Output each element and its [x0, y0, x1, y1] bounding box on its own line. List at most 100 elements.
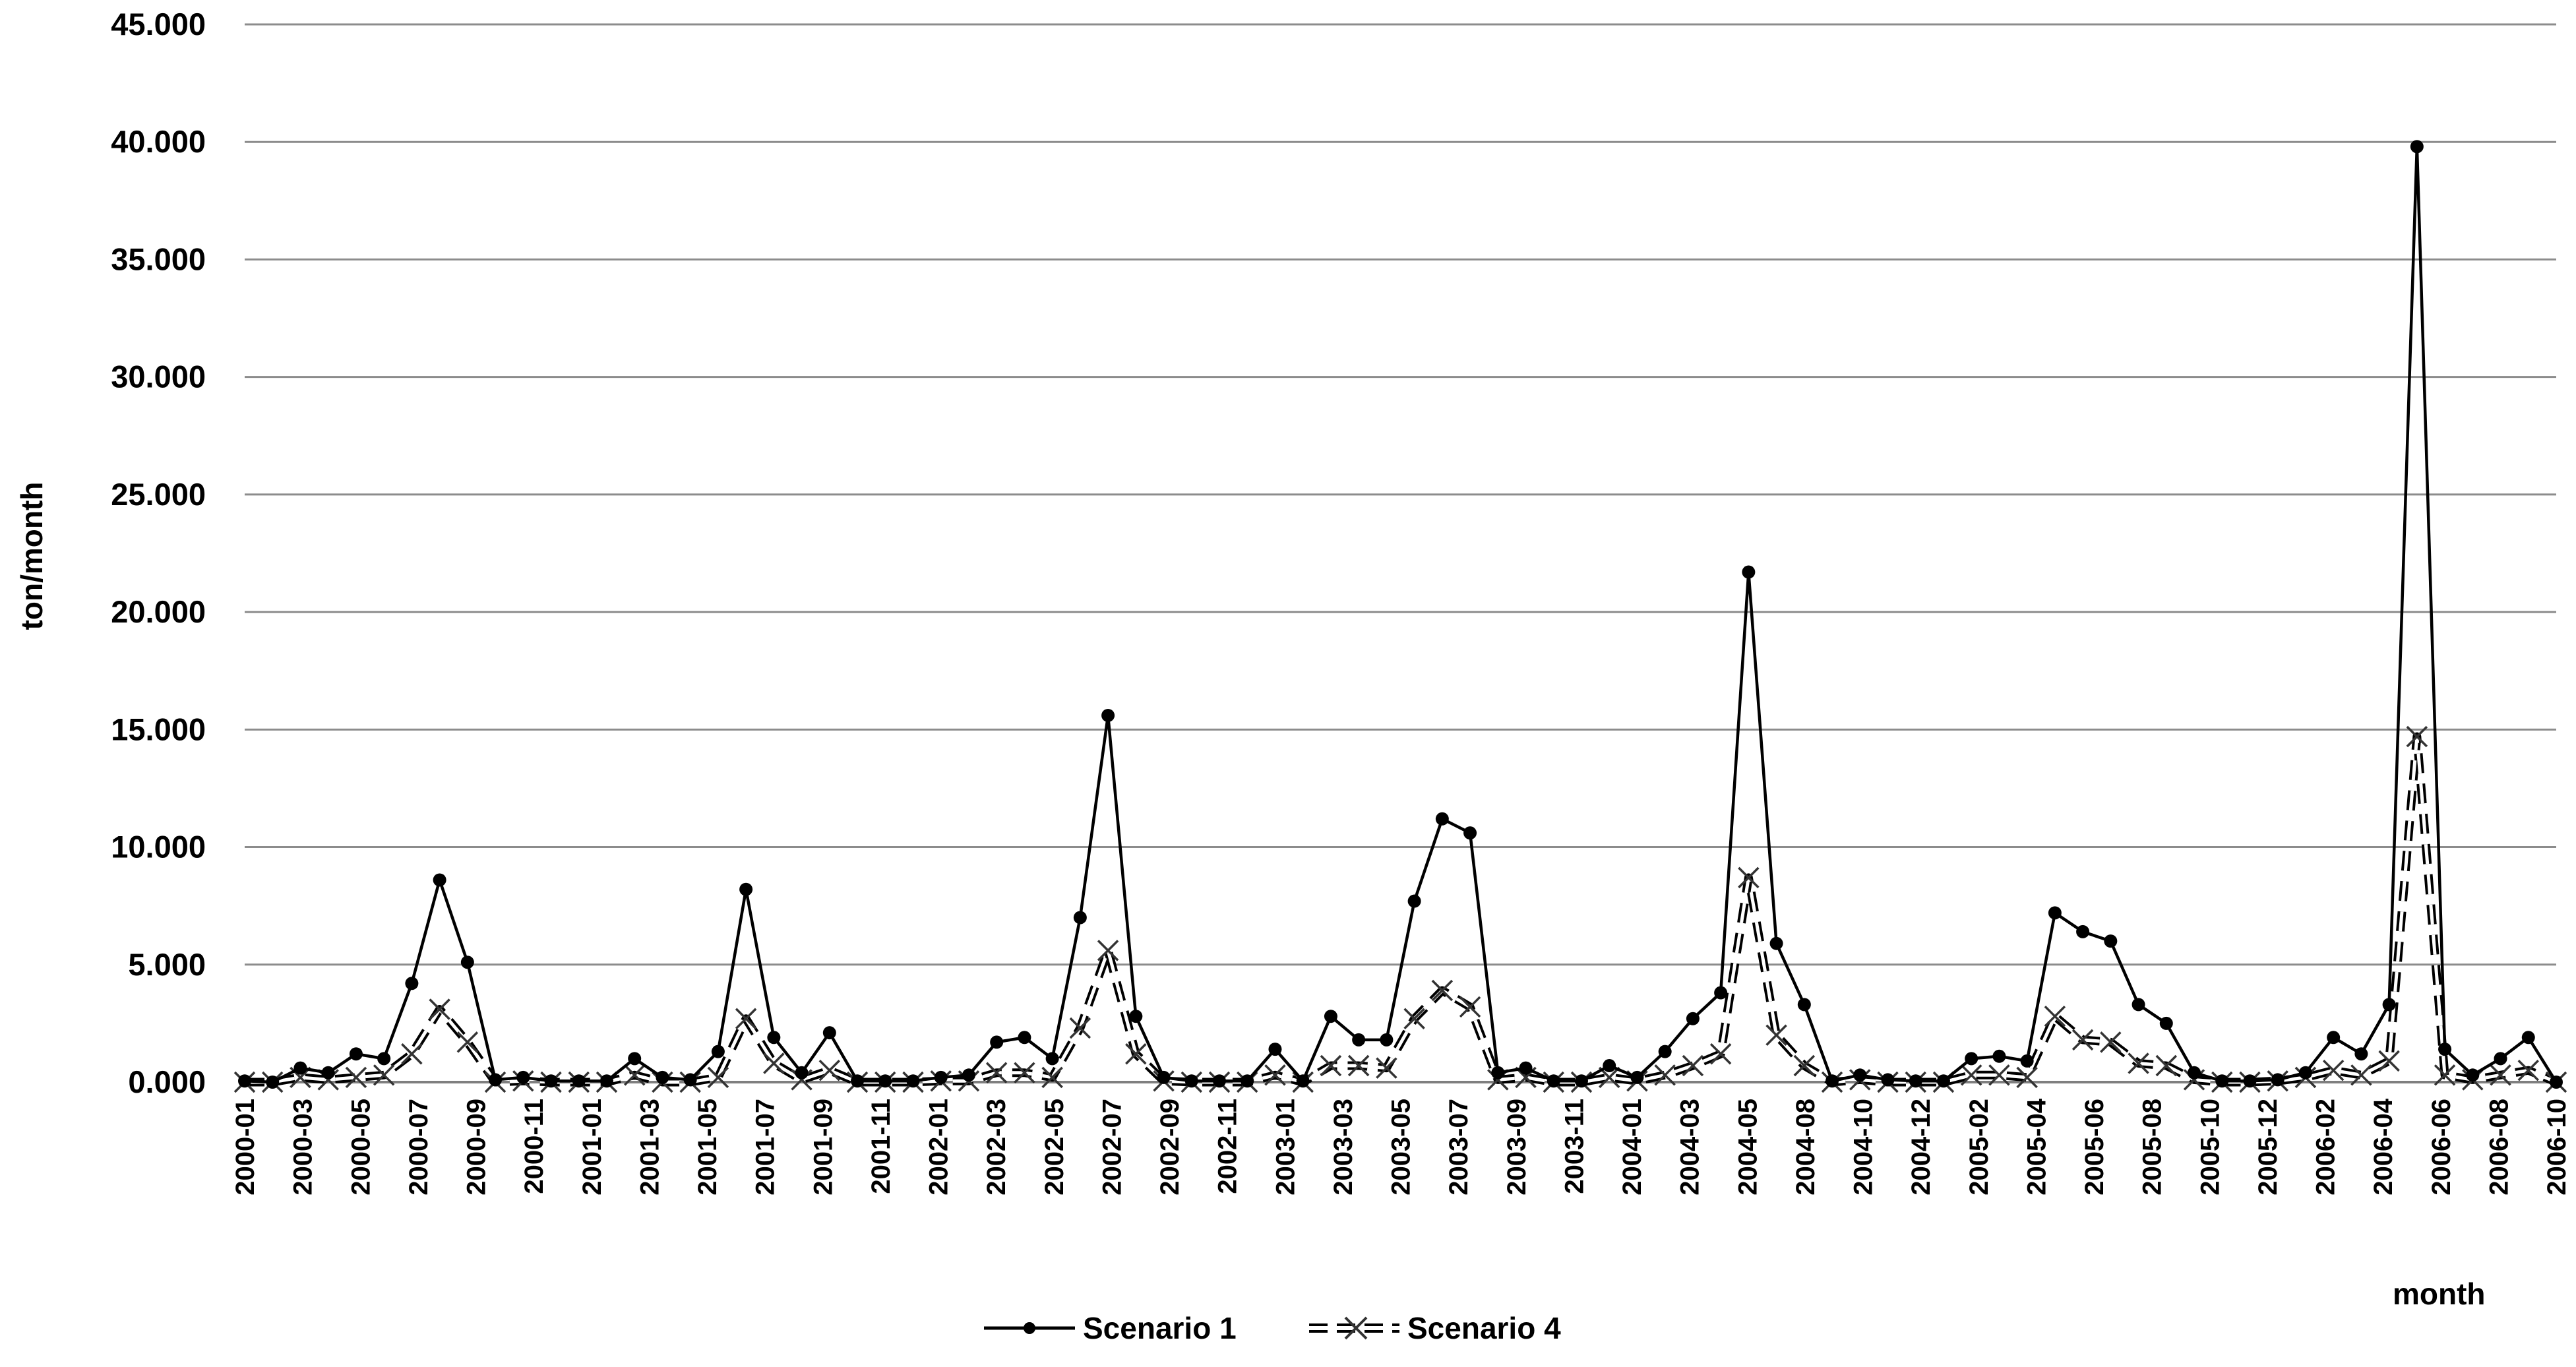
marker-scenario-1 — [2410, 140, 2424, 154]
marker-scenario-1 — [711, 1045, 725, 1058]
marker-scenario-4 — [1709, 1043, 1732, 1065]
marker-scenario-1 — [2327, 1031, 2341, 1045]
marker-scenario-4 — [317, 1069, 339, 1091]
marker-scenario-1 — [1380, 1033, 1394, 1047]
marker-scenario-1 — [405, 977, 419, 990]
marker-scenario-4 — [456, 1031, 479, 1053]
x-tick-label: 2002-09 — [1155, 1099, 1184, 1196]
x-tick-label: 2001-07 — [751, 1099, 780, 1196]
x-tick-label: 2002-07 — [1097, 1099, 1126, 1196]
marker-scenario-1 — [1491, 1066, 1505, 1079]
marker-scenario-1 — [962, 1068, 975, 1082]
marker-scenario-4 — [1014, 1062, 1035, 1083]
x-tick-label: 2001-01 — [578, 1099, 607, 1196]
x-tick-label: 2004-08 — [1791, 1099, 1820, 1196]
legend-label-scenario-1: Scenario 1 — [1083, 1311, 1237, 1345]
marker-scenario-4 — [1431, 979, 1454, 1002]
marker-scenario-1 — [1018, 1031, 1031, 1045]
legend: Scenario 1 Scenario 4 — [984, 1311, 1561, 1345]
marker-scenario-1 — [2521, 1031, 2535, 1045]
marker-scenario-1 — [544, 1074, 558, 1088]
x-tick-label: 2002-05 — [1040, 1099, 1069, 1196]
marker-scenario-4 — [1403, 1008, 1425, 1029]
marker-scenario-4 — [2155, 1054, 2178, 1077]
marker-scenario-1 — [1101, 708, 1115, 722]
marker-scenario-4 — [623, 1064, 646, 1086]
series-lines — [233, 140, 2567, 1093]
marker-scenario-1 — [2243, 1074, 2257, 1088]
x-tick-label: 2003-11 — [1560, 1099, 1589, 1194]
x-tick-label: 2001-09 — [809, 1099, 838, 1196]
marker-scenario-4 — [2517, 1059, 2540, 1081]
x-tick-label: 2004-01 — [1618, 1099, 1647, 1196]
y-tick-label: 10.000 — [111, 830, 206, 865]
x-tick-label: 2000-05 — [346, 1099, 375, 1196]
x-tick-label: 2004-12 — [1907, 1099, 1936, 1196]
y-tick-label: 5.000 — [128, 947, 206, 982]
marker-scenario-1 — [1769, 936, 1783, 950]
marker-scenario-1 — [2298, 1066, 2312, 1079]
marker-scenario-4 — [2350, 1064, 2372, 1086]
x-tick-label: 2005-04 — [2022, 1098, 2051, 1196]
marker-scenario-1 — [516, 1070, 530, 1084]
marker-scenario-1 — [795, 1066, 809, 1079]
marker-scenario-4 — [2406, 725, 2428, 748]
x-tick-label: 2006-08 — [2484, 1099, 2513, 1196]
x-tick-label: 2003-01 — [1271, 1099, 1300, 1196]
marker-scenario-4 — [1320, 1054, 1342, 1077]
y-tick-label: 40.000 — [111, 124, 206, 159]
marker-scenario-1 — [2466, 1068, 2480, 1082]
marker-scenario-4 — [1738, 866, 1760, 889]
marker-scenario-4 — [2322, 1059, 2345, 1081]
marker-scenario-4 — [345, 1066, 367, 1089]
marker-scenario-1 — [1742, 565, 1756, 579]
x-tick-label: 2004-03 — [1676, 1099, 1705, 1196]
marker-scenario-4 — [735, 1008, 757, 1029]
marker-scenario-4 — [2128, 1052, 2149, 1074]
marker-scenario-1 — [1630, 1070, 1644, 1084]
marker-scenario-1 — [1658, 1045, 1672, 1058]
x-tick-label: 2004-10 — [1849, 1099, 1878, 1196]
x-tick-label: 2006-06 — [2427, 1099, 2456, 1196]
x-tick-label: 2006-10 — [2542, 1099, 2571, 1196]
marker-scenario-1 — [2048, 906, 2062, 920]
marker-scenario-1 — [1797, 998, 1811, 1012]
marker-scenario-1 — [238, 1074, 251, 1088]
marker-scenario-1 — [1157, 1070, 1171, 1084]
marker-scenario-1 — [1296, 1074, 1310, 1088]
marker-scenario-4 — [1097, 940, 1119, 961]
y-tick-label: 0.000 — [128, 1064, 206, 1099]
x-tick-label: 2000-07 — [404, 1099, 433, 1196]
marker-scenario-1 — [1463, 826, 1477, 840]
x-tick-label: 2002-11 — [1213, 1099, 1242, 1194]
marker-scenario-1 — [851, 1074, 865, 1088]
marker-scenario-1 — [1965, 1052, 1978, 1066]
marker-scenario-1 — [1519, 1061, 1533, 1075]
marker-scenario-1 — [599, 1074, 613, 1088]
x-tick-label: 2001-03 — [635, 1099, 664, 1196]
marker-scenario-1 — [1241, 1074, 1254, 1088]
marker-scenario-1 — [934, 1070, 948, 1084]
marker-scenario-1 — [1603, 1059, 1616, 1073]
marker-scenario-4 — [2016, 1066, 2038, 1089]
x-tick-label: 2000-09 — [462, 1099, 491, 1196]
marker-scenario-1 — [656, 1070, 669, 1084]
marker-scenario-1 — [2494, 1052, 2507, 1066]
marker-scenario-1 — [293, 1061, 307, 1075]
x-tick-label: 2003-07 — [1444, 1099, 1473, 1196]
marker-scenario-4 — [1793, 1054, 1816, 1077]
marker-scenario-1 — [1714, 986, 1728, 1000]
marker-scenario-1 — [2076, 925, 2090, 938]
marker-scenario-4 — [2434, 1064, 2456, 1086]
marker-scenario-4 — [401, 1043, 423, 1065]
x-tick-label: 2003-09 — [1502, 1099, 1531, 1196]
marker-scenario-4 — [1459, 996, 1481, 1018]
marker-scenario-1 — [1547, 1074, 1560, 1088]
marker-scenario-1 — [1936, 1074, 1950, 1088]
marker-scenario-1 — [2215, 1074, 2229, 1088]
y-tick-label: 35.000 — [111, 241, 206, 276]
marker-scenario-4 — [2490, 1064, 2511, 1086]
marker-scenario-1 — [1853, 1068, 1867, 1082]
marker-scenario-4 — [1654, 1064, 1676, 1086]
marker-scenario-1 — [1992, 1049, 2006, 1063]
